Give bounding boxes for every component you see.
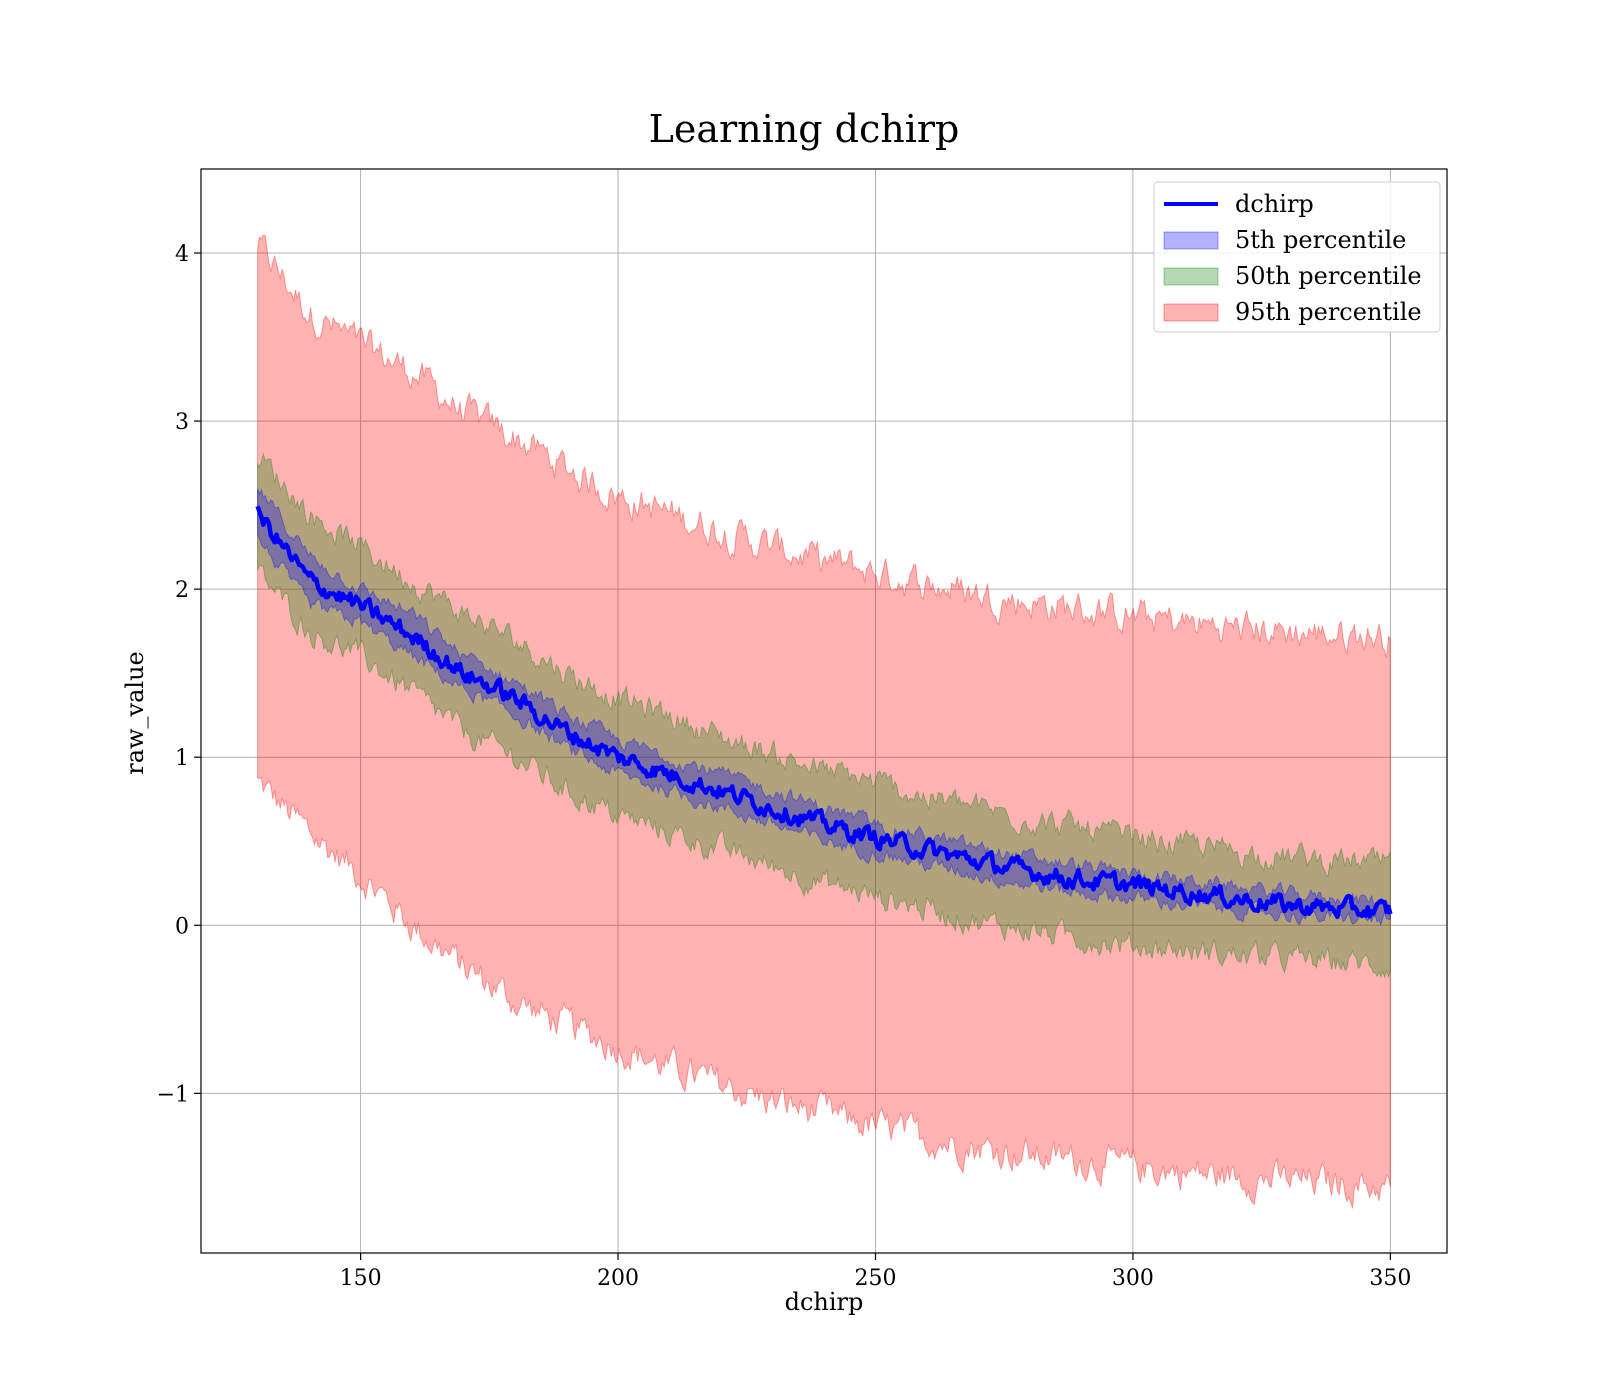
series-line-dchirp (255, 505, 1393, 920)
plot-frame (200, 168, 1448, 1254)
band-95th-percentile (257, 234, 1391, 1209)
y-tick-label: 1 (175, 746, 189, 771)
y-tick-label: 3 (175, 410, 189, 435)
legend-label: 50th percentile (1235, 262, 1422, 290)
x-axis-label: dchirp (785, 1288, 864, 1316)
bands (257, 234, 1391, 1209)
legend-swatch (1163, 267, 1219, 286)
x-tick-label: 250 (854, 1266, 896, 1291)
band-50th-percentile (257, 452, 1391, 979)
band-5th-percentile (257, 488, 1391, 927)
legend-swatch (1163, 231, 1219, 250)
y-tick-label: −1 (157, 1082, 189, 1107)
y-tick-label: 2 (175, 578, 189, 603)
chart-title: Learning dchirp (649, 107, 960, 151)
x-tick-label: 350 (1369, 1266, 1411, 1291)
x-tick-label: 150 (340, 1266, 382, 1291)
grid (201, 169, 1447, 1253)
x-tick-label: 300 (1112, 1266, 1154, 1291)
plot-area (201, 169, 1447, 1253)
legend-box (1153, 181, 1441, 333)
legend-swatch (1163, 303, 1219, 322)
legend-label: 5th percentile (1235, 226, 1406, 254)
legend-label: 95th percentile (1235, 298, 1422, 326)
legend-label: dchirp (1235, 190, 1314, 218)
ticks: 150 200 250 300 350 −1 0 1 2 3 4 (157, 242, 1412, 1291)
lines (255, 505, 1393, 920)
y-tick-label: 0 (175, 914, 189, 939)
legend: dchirp 5th percentile 50th percentile 95th … (1153, 181, 1441, 333)
y-tick-label: 4 (175, 242, 189, 267)
x-tick-label: 200 (597, 1266, 639, 1291)
y-axis-label: raw_value (121, 651, 149, 775)
